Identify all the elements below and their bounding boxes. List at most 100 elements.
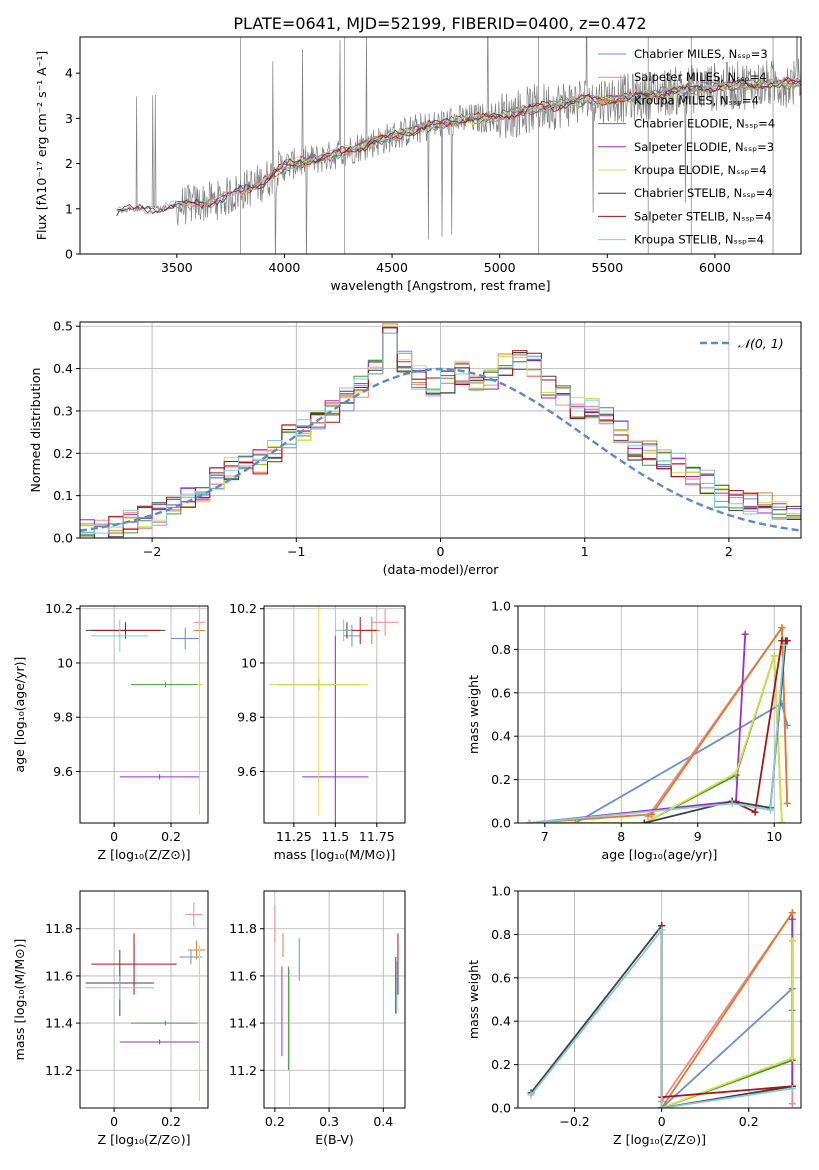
x-tick-label: 5500 — [591, 260, 623, 275]
y-tick-label: 9.6 — [237, 764, 257, 779]
marker-kroupa_elodie — [732, 769, 740, 777]
marker-kroupa_miles — [778, 624, 786, 632]
x-tick-label: 5000 — [484, 260, 516, 275]
x-tick-label: 8 — [617, 829, 625, 844]
legend-label: Chabrier ELODIE, Nₛₛₚ=4 — [634, 117, 775, 131]
marker-kroupa_elodie — [778, 819, 786, 823]
marker-kroupa_stelib — [527, 1091, 535, 1099]
x-tick-label: 0.3 — [319, 1114, 339, 1129]
series-salpeter_elodie — [529, 634, 747, 823]
marker-chabrier_miles — [571, 819, 579, 823]
x-tick-label: −2 — [143, 544, 161, 559]
x-axis-label: Z [log₁₀(Z/Z⊙)] — [98, 1132, 191, 1147]
x-axis-label: wavelength [Angstrom, rest frame] — [330, 278, 550, 293]
marker-kroupa_stelib — [766, 806, 774, 814]
x-tick-label: 4000 — [269, 260, 301, 275]
marker-salpeter_stelib — [751, 808, 759, 816]
marker-kroupa_stelib — [658, 926, 666, 934]
panel-age_vs_mass: 11.25 11.5 11.75 9.6 9.8 10 10.2 mass [log₁₀(M/… — [229, 601, 406, 862]
legend-label: Chabrier MILES, Nₛₛₚ=3 — [634, 47, 768, 61]
y-axis-label: mass [log₁₀(M/M⊙)] — [12, 939, 27, 1061]
x-tick-label: −0.2 — [559, 1114, 589, 1129]
x-axis-label: mass [log₁₀(M/M⊙)] — [274, 847, 396, 862]
legend-label: Salpeter STELIB, Nₛₛₚ=4 — [634, 209, 772, 223]
model-salpeter_stelib — [116, 78, 801, 215]
x-axis-label: E(B-V) — [315, 1132, 354, 1147]
y-tick-label: 11.4 — [229, 1016, 257, 1031]
x-tick-label: 0.2 — [739, 1114, 759, 1129]
axes-frame — [517, 605, 802, 824]
series-kroupa_miles — [660, 909, 794, 1108]
legend-label: Salpeter MILES, Nₛₛₚ=4 — [634, 70, 767, 84]
y-tick-label: 9.6 — [53, 764, 73, 779]
marker-salpeter_elodie — [788, 915, 796, 923]
y-tick-label: 0 — [65, 247, 73, 262]
axes-frame — [517, 890, 802, 1109]
series-kroupa_stelib — [529, 645, 786, 823]
marker-kroupa_miles — [788, 909, 796, 917]
y-tick-label: 0.4 — [491, 729, 511, 744]
y-tick-label: 11.8 — [45, 921, 73, 936]
x-tick-label: 11.75 — [359, 829, 395, 844]
marker-kroupa_stelib — [525, 819, 533, 823]
plot-area — [85, 902, 206, 1101]
plot-area — [527, 909, 796, 1108]
x-tick-label: 0 — [437, 544, 445, 559]
y-tick-label: 2 — [65, 156, 73, 171]
y-tick-label: 9.8 — [53, 710, 73, 725]
y-tick-label: 0.0 — [53, 531, 73, 546]
marker-kroupa_elodie — [788, 937, 796, 945]
axes-frame — [263, 605, 406, 824]
marker-salpeter_stelib — [783, 637, 791, 645]
x-tick-label: 0 — [658, 1114, 666, 1129]
series-kroupa_stelib — [530, 927, 793, 1108]
axes-frame — [79, 890, 209, 1109]
y-tick-label: 0.6 — [491, 685, 511, 700]
marker-kroupa_stelib — [658, 1104, 666, 1108]
y-tick-label: 3 — [65, 111, 73, 126]
panel-age_vs_z: 0 0.2 9.6 9.8 10 10.2 Z [log₁₀(Z/Z⊙)] age [log₁… — [12, 601, 209, 862]
x-tick-label: 6000 — [699, 260, 731, 275]
y-axis-label: mass weight — [466, 960, 481, 1039]
y-tick-label: 11.2 — [45, 1063, 73, 1078]
y-tick-label: 4 — [65, 66, 73, 81]
x-tick-label: 0.4 — [373, 1114, 393, 1129]
y-tick-label: 10.2 — [45, 601, 73, 616]
axes-frame — [263, 890, 406, 1109]
panel-massweight_vs_age: 7 8 9 10 0.0 0.2 0.4 0.6 0.8 1.0 age [log₁₀(age/yr… — [466, 599, 802, 862]
legend-label: Kroupa STELIB, Nₛₛₚ=4 — [634, 233, 764, 247]
legend-label: Salpeter ELODIE, Nₛₛₚ=3 — [634, 140, 774, 154]
series-kroupa_miles — [529, 624, 789, 823]
x-axis-label: Z [log₁₀(Z/Z⊙)] — [98, 847, 191, 862]
legend: Chabrier MILES, Nₛₛₚ=3 Salpeter MILES, Nₛ… — [598, 47, 775, 247]
figure-title: PLATE=0641, MJD=52199, FIBERID=0400, z=0… — [233, 14, 646, 33]
x-tick-label: 0.2 — [161, 829, 181, 844]
data-spectrum — [116, 37, 801, 254]
legend-label: 𝒩(0, 1) — [738, 336, 784, 351]
model-kroupa_stelib — [116, 79, 801, 215]
normal-curve — [80, 367, 801, 532]
marker-kroupa_elodie — [770, 652, 778, 660]
y-tick-label: 11.8 — [229, 921, 257, 936]
y-tick-label: 0.4 — [491, 1014, 511, 1029]
y-tick-label: 11.6 — [229, 968, 257, 983]
x-tick-label: 3500 — [161, 260, 193, 275]
x-axis-label: age [log₁₀(age/yr)] — [602, 847, 718, 862]
y-tick-label: 0.8 — [491, 927, 511, 942]
x-axis-label: Z [log₁₀(Z/Z⊙)] — [613, 1132, 706, 1147]
y-tick-label: 0.2 — [491, 1057, 511, 1072]
panel-spectrum: 3500 4000 4500 5000 5500 6000 0 1 2 3 4 wavelength … — [34, 36, 802, 293]
panel-massweight_vs_z: −0.2 0 0.2 0.0 0.2 0.4 0.6 0.8 1.0 Z [log₁₀(Z/Z⊙)… — [466, 884, 802, 1147]
y-tick-label: 1.0 — [491, 599, 511, 614]
y-tick-label: 0.5 — [53, 319, 73, 334]
plot-area — [525, 624, 791, 823]
x-tick-label: 0.2 — [161, 1114, 181, 1129]
plot-area — [80, 323, 801, 538]
plot-area — [268, 606, 399, 823]
y-tick-label: 11.2 — [229, 1063, 257, 1078]
plot-area — [85, 606, 206, 815]
legend-label: Kroupa ELODIE, Nₛₛₚ=4 — [634, 163, 767, 177]
y-tick-label: 1 — [65, 201, 73, 216]
marker-kroupa_stelib — [788, 1084, 796, 1092]
